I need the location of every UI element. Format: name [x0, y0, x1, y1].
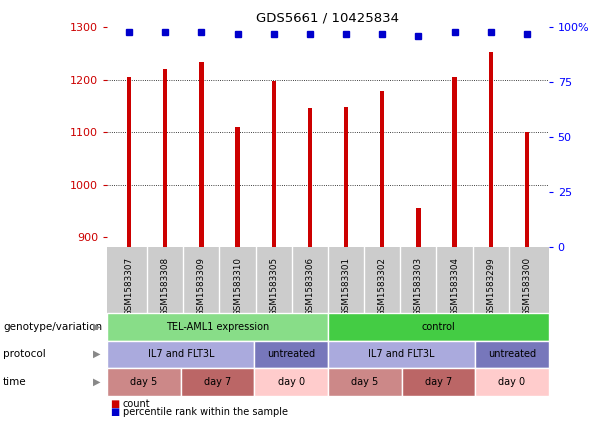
Bar	[452, 77, 457, 247]
Text: day 0: day 0	[498, 377, 525, 387]
Bar	[235, 127, 240, 247]
Text: ▶: ▶	[93, 349, 100, 359]
Text: time: time	[3, 377, 27, 387]
Text: ▶: ▶	[93, 377, 100, 387]
Text: GSM1583307: GSM1583307	[124, 257, 134, 316]
Text: GSM1583303: GSM1583303	[414, 257, 423, 316]
Bar	[380, 91, 384, 247]
Bar	[344, 107, 348, 247]
Bar	[127, 77, 131, 247]
Text: GSM1583299: GSM1583299	[486, 257, 495, 316]
Text: count: count	[123, 399, 150, 409]
Text: GSM1583310: GSM1583310	[233, 257, 242, 316]
Text: ■: ■	[110, 407, 120, 417]
Bar	[416, 208, 421, 247]
Text: percentile rank within the sample: percentile rank within the sample	[123, 407, 287, 417]
Text: GSM1583306: GSM1583306	[305, 257, 314, 316]
Text: ▶: ▶	[93, 322, 100, 332]
Bar	[272, 82, 276, 247]
Text: TEL-AML1 expression: TEL-AML1 expression	[166, 322, 269, 332]
Text: IL7 and FLT3L: IL7 and FLT3L	[368, 349, 435, 359]
Text: day 7: day 7	[204, 377, 231, 387]
Bar	[308, 107, 312, 247]
Title: GDS5661 / 10425834: GDS5661 / 10425834	[256, 12, 400, 25]
Text: GSM1583300: GSM1583300	[522, 257, 531, 316]
Text: untreated: untreated	[267, 349, 315, 359]
Bar	[525, 132, 529, 247]
Text: GSM1583301: GSM1583301	[341, 257, 351, 316]
Text: GSM1583309: GSM1583309	[197, 257, 206, 316]
Text: day 5: day 5	[131, 377, 158, 387]
Text: control: control	[421, 322, 455, 332]
Text: GSM1583304: GSM1583304	[450, 257, 459, 316]
Text: GSM1583302: GSM1583302	[378, 257, 387, 316]
Text: day 0: day 0	[278, 377, 305, 387]
Text: GSM1583305: GSM1583305	[269, 257, 278, 316]
Bar	[199, 61, 204, 247]
Text: protocol: protocol	[3, 349, 46, 359]
Text: day 7: day 7	[425, 377, 452, 387]
Text: genotype/variation: genotype/variation	[3, 322, 102, 332]
Text: IL7 and FLT3L: IL7 and FLT3L	[148, 349, 214, 359]
Bar	[163, 69, 167, 247]
Text: ■: ■	[110, 399, 120, 409]
Text: untreated: untreated	[488, 349, 536, 359]
Text: GSM1583308: GSM1583308	[161, 257, 170, 316]
Bar	[489, 52, 493, 247]
Text: day 5: day 5	[351, 377, 378, 387]
